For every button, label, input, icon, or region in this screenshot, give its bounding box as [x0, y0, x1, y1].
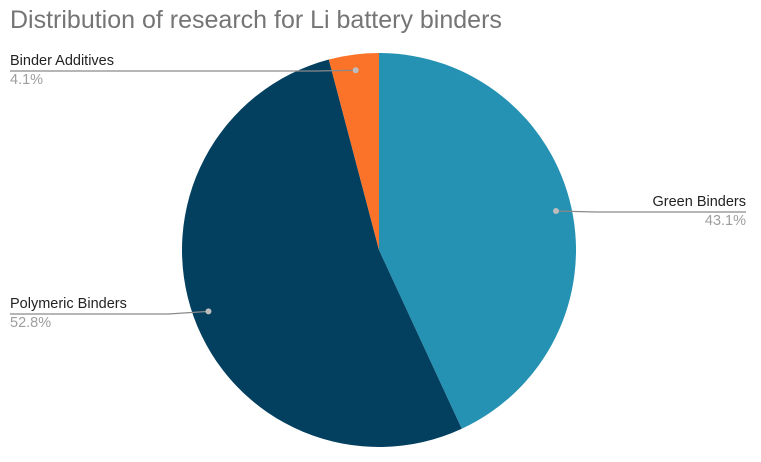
slice-value-polymeric-binders: 52.8% [10, 315, 51, 331]
leader-dot-polymeric-binders [205, 308, 212, 315]
slice-label-green-binders: Green Binders [653, 194, 747, 210]
slice-value-green-binders: 43.1% [705, 213, 746, 229]
leader-line-binder-additives [10, 69, 356, 72]
pie-slice-green-binders[interactable] [379, 53, 576, 429]
slice-label-polymeric-binders: Polymeric Binders [10, 296, 127, 312]
chart-title: Distribution of research for Li battery … [10, 6, 502, 34]
slice-label-binder-additives: Binder Additives [10, 53, 114, 69]
leader-dot-green-binders [552, 208, 559, 215]
pie-slice-polymeric-binders[interactable] [181, 59, 462, 448]
leader-line-green-binders [555, 210, 746, 213]
pie-slice-binder-additives[interactable] [328, 53, 379, 250]
slice-value-binder-additives: 4.1% [10, 72, 43, 88]
leader-dot-binder-additives [352, 67, 359, 74]
leader-line-polymeric-binders [10, 310, 209, 315]
